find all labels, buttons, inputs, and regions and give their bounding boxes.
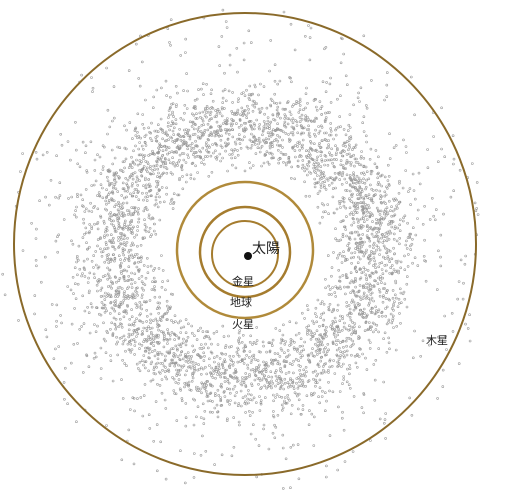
earth-orbit <box>198 205 292 299</box>
earth-label: 地球 <box>230 295 252 309</box>
asteroids <box>1 8 480 490</box>
sun-label: 太陽 <box>252 241 280 257</box>
asteroid-belt <box>1 8 480 490</box>
jupiter-label: 木星 <box>426 334 448 347</box>
mars-orbit <box>175 180 315 320</box>
sun <box>244 252 252 260</box>
venus-label: 金星 <box>232 274 254 288</box>
jupiter-orbit <box>13 12 477 476</box>
mars-label: 火星 <box>232 318 254 331</box>
venus-orbit <box>211 220 279 288</box>
